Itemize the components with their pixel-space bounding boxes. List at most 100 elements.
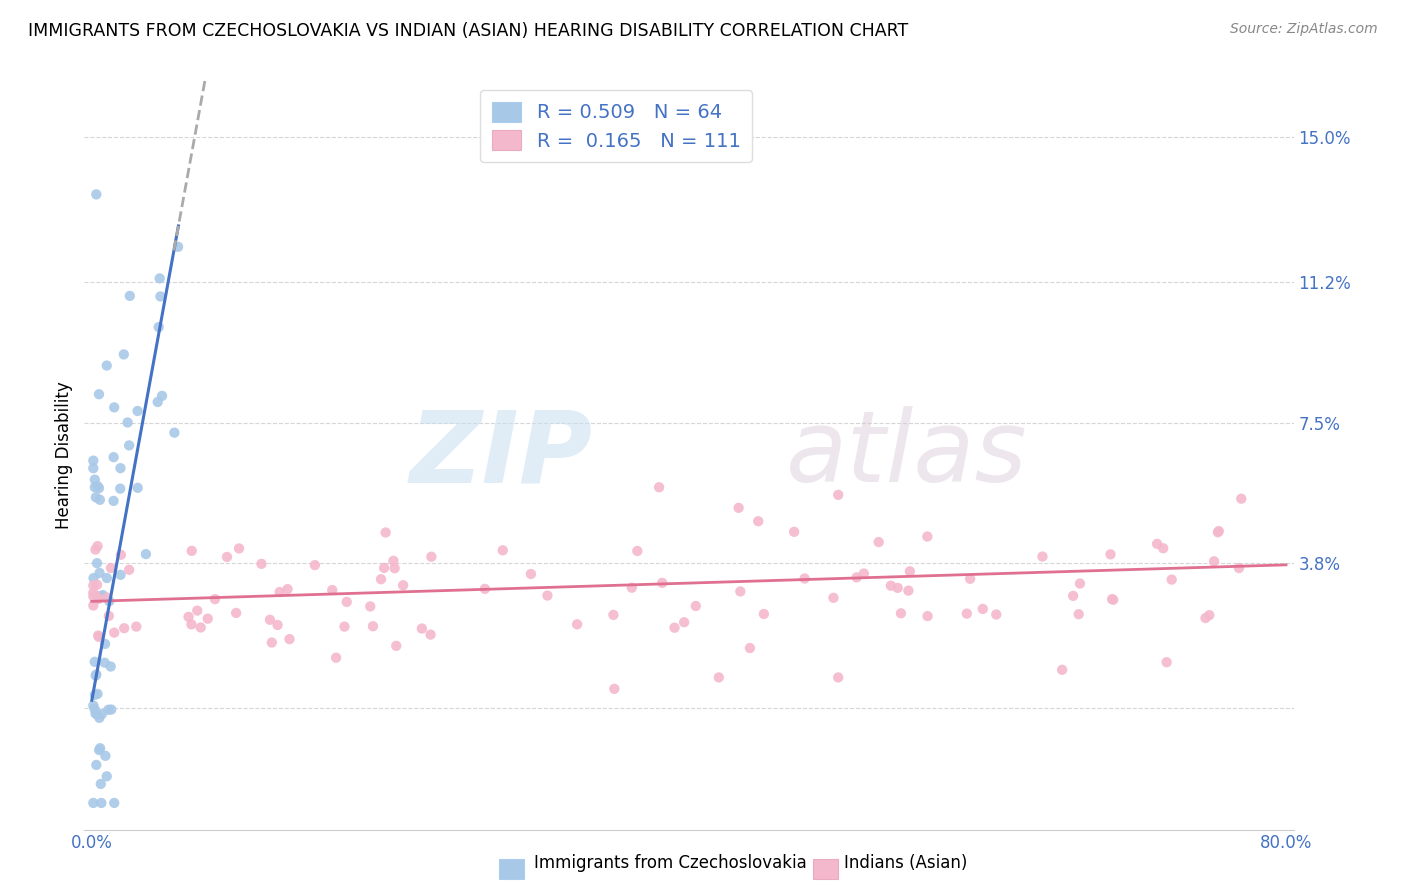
Point: [83, 571, 105, 585]
Point: [1069, 576, 1091, 591]
Point: [103, 401, 125, 415]
Point: [84, 706, 107, 721]
Point: [118, 563, 141, 577]
Point: [86, 556, 108, 570]
Point: [86, 667, 108, 681]
Point: [87, 387, 110, 401]
Point: [89, 743, 111, 757]
Point: [89, 492, 111, 507]
Point: [411, 622, 433, 636]
Point: [84, 668, 107, 682]
Point: [917, 529, 939, 543]
Point: [83, 473, 105, 487]
Point: [727, 500, 749, 515]
Point: [84, 542, 107, 557]
Point: [82, 796, 104, 810]
Point: [100, 659, 122, 673]
Point: [1194, 611, 1216, 625]
Point: [86, 687, 108, 701]
Point: [373, 561, 395, 575]
Point: [110, 482, 132, 496]
Point: [602, 607, 624, 622]
Point: [90, 796, 112, 810]
Point: [1198, 608, 1220, 623]
Point: [886, 581, 908, 595]
Point: [82, 599, 104, 613]
Point: [685, 599, 707, 613]
Point: [1202, 554, 1225, 568]
Y-axis label: Hearing Disability: Hearing Disability: [55, 381, 73, 529]
Point: [91, 706, 114, 721]
Point: [664, 621, 686, 635]
Point: [880, 579, 903, 593]
Point: [1227, 561, 1250, 575]
Point: [304, 558, 326, 573]
Point: [823, 591, 845, 605]
Point: [93, 656, 115, 670]
Point: [419, 627, 441, 641]
Point: [135, 547, 157, 561]
Point: [186, 604, 208, 618]
Point: [1050, 663, 1073, 677]
Point: [96, 591, 118, 605]
Point: [868, 535, 890, 549]
Point: [897, 583, 920, 598]
Text: IMMIGRANTS FROM CZECHOSLOVAKIA VS INDIAN (ASIAN) HEARING DISABILITY CORRELATION : IMMIGRANTS FROM CZECHOSLOVAKIA VS INDIAN…: [28, 22, 908, 40]
Point: [747, 514, 769, 528]
Point: [269, 585, 291, 599]
Point: [1099, 547, 1122, 561]
Point: [1031, 549, 1053, 564]
Point: [86, 591, 108, 606]
Point: [84, 589, 107, 603]
Point: [163, 425, 186, 440]
Point: [420, 549, 443, 564]
Point: [83, 655, 105, 669]
Point: [1062, 589, 1084, 603]
Point: [845, 570, 868, 584]
Text: atlas: atlas: [786, 407, 1028, 503]
Point: [215, 549, 238, 564]
Point: [91, 588, 114, 602]
Point: [370, 572, 392, 586]
Point: [103, 625, 125, 640]
Point: [180, 544, 202, 558]
Point: [1208, 524, 1230, 538]
Point: [97, 609, 120, 624]
Point: [82, 461, 104, 475]
Point: [127, 481, 149, 495]
Point: [392, 578, 415, 592]
Point: [972, 602, 994, 616]
Point: [603, 681, 626, 696]
Point: [225, 606, 247, 620]
Point: [197, 612, 219, 626]
Point: [827, 488, 849, 502]
Point: [94, 748, 117, 763]
Point: [117, 416, 139, 430]
Point: [82, 590, 104, 604]
Point: [648, 480, 671, 494]
Point: [898, 564, 921, 578]
Point: [260, 635, 283, 649]
Point: [100, 702, 122, 716]
Point: [384, 561, 406, 575]
Legend: R = 0.509   N = 64, R =  0.165   N = 111: R = 0.509 N = 64, R = 0.165 N = 111: [481, 90, 752, 162]
Point: [730, 584, 752, 599]
Point: [87, 630, 110, 644]
Text: Source: ZipAtlas.com: Source: ZipAtlas.com: [1230, 22, 1378, 37]
Point: [1152, 541, 1174, 556]
Point: [82, 453, 104, 467]
Point: [97, 703, 120, 717]
Point: [82, 585, 104, 599]
Point: [793, 572, 815, 586]
Point: [87, 481, 110, 495]
Point: [382, 554, 405, 568]
Point: [180, 617, 202, 632]
Point: [89, 741, 111, 756]
Point: [673, 615, 696, 630]
Point: [86, 707, 108, 722]
Point: [783, 524, 806, 539]
Point: [86, 539, 108, 553]
Point: [707, 670, 730, 684]
Point: [651, 575, 673, 590]
Point: [96, 769, 118, 783]
